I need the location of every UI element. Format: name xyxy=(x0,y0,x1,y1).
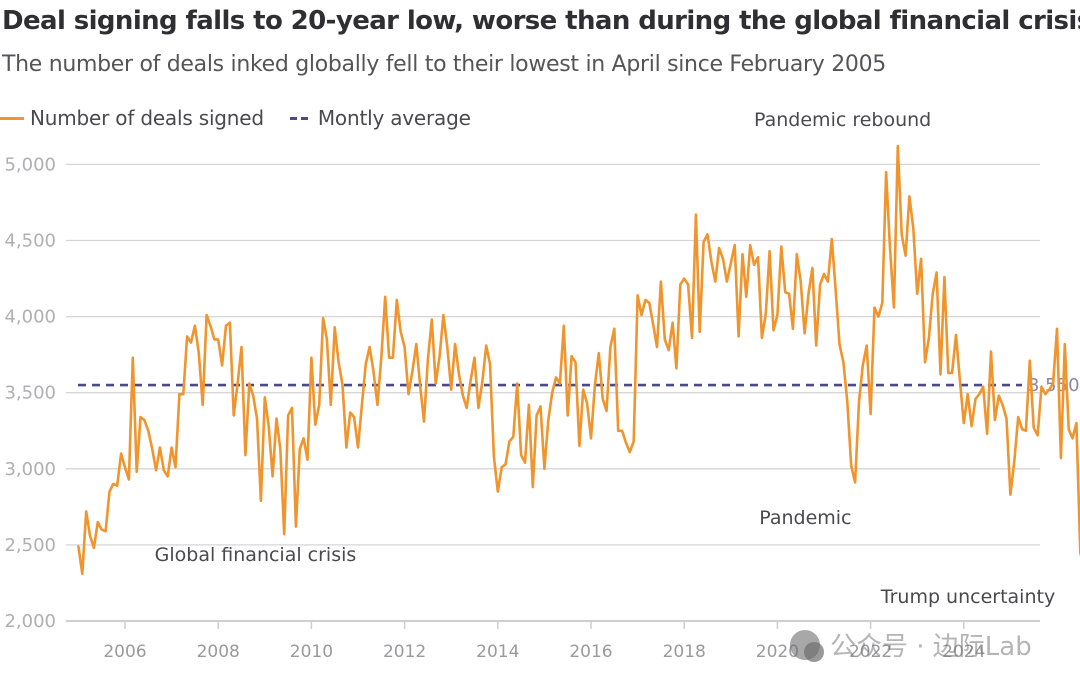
x-tick-label: 2008 xyxy=(197,642,240,662)
x-tick-label: 2018 xyxy=(663,642,706,662)
x-tick-label: 2016 xyxy=(569,642,612,662)
legend-average-label: Montly average xyxy=(317,106,471,130)
y-tick-label: 3,500 xyxy=(4,383,56,404)
watermark: 公众号 · 边际Lab xyxy=(790,626,1032,663)
wechat-icon xyxy=(790,629,824,662)
x-axis-ticks: 2006 2008 2010 2012 2014 2016 2018 2020 2022 2024 xyxy=(103,622,985,662)
x-tick-label: 2006 xyxy=(103,642,146,662)
x-tick-label: 2012 xyxy=(383,642,426,662)
series-group: 2,330 xyxy=(77,144,1080,576)
annotation-label: Trump uncertainty xyxy=(880,586,1055,608)
legend-dash-swatch xyxy=(289,116,312,120)
y-tick-label: 4,000 xyxy=(4,307,56,328)
y-tick-label: 2,000 xyxy=(4,611,56,632)
annotation-label: Pandemic xyxy=(759,507,851,529)
x-tick-label: 2014 xyxy=(476,642,519,662)
annotation-label: Global financial crisis xyxy=(155,544,357,566)
x-tick-label: 2020 xyxy=(756,642,799,662)
annotation-label: Pandemic rebound xyxy=(754,109,931,131)
chart-subtitle: The number of deals inked globally fell … xyxy=(2,52,886,77)
y-tick-label: 2,500 xyxy=(4,535,56,556)
legend: Number of deals signed Montly average xyxy=(0,106,471,130)
legend-series-label: Number of deals signed xyxy=(30,106,264,130)
annotations: Global financial crisis Pandemic rebound P… xyxy=(155,109,1056,608)
legend-line-swatch xyxy=(0,116,24,120)
x-tick-label: 2010 xyxy=(290,642,333,662)
y-tick-label: 4,500 xyxy=(4,231,56,252)
y-tick-label: 5,000 xyxy=(4,154,56,175)
chart-title: Deal signing falls to 20-year low, worse… xyxy=(2,6,1080,36)
y-tick-label: 3,000 xyxy=(4,459,56,480)
x-tick-label: 2024 xyxy=(942,642,985,662)
y-axis-ticks: 2,000 2,500 3,000 3,500 4,000 4,500 5,000 xyxy=(4,154,56,632)
watermark-text: 公众号 · 边际Lab xyxy=(830,632,1032,662)
deals-series-line xyxy=(77,144,1080,576)
x-tick-label: 2022 xyxy=(849,642,892,662)
